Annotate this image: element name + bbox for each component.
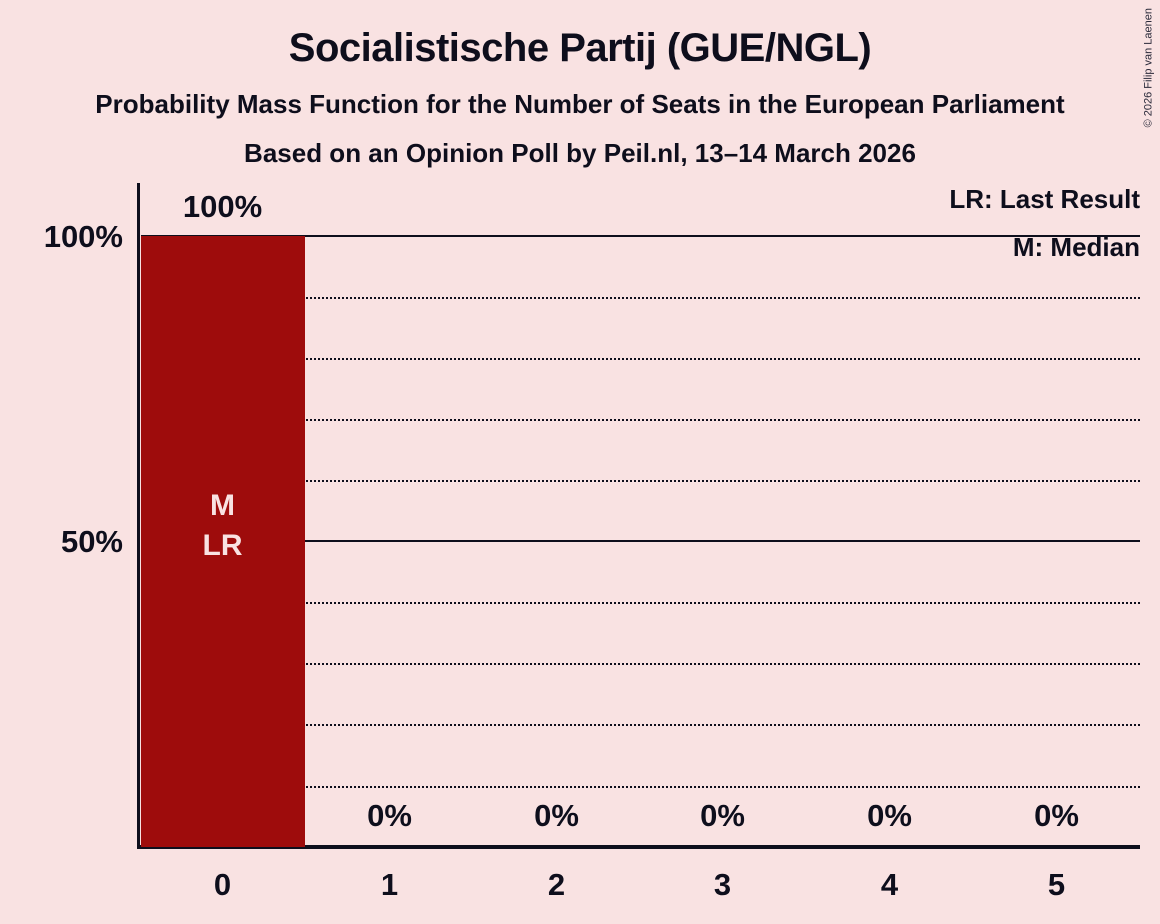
legend-median: M: Median: [1012, 232, 1140, 262]
median-marker: M: [210, 489, 235, 522]
x-tick-4: 4: [880, 867, 899, 902]
last-result-marker: LR: [202, 529, 243, 562]
x-tick-0: 0: [213, 867, 232, 902]
gridline-70pct: [141, 419, 1140, 421]
x-tick-1: 1: [380, 867, 399, 902]
legend-last-result: LR: Last Result: [949, 184, 1140, 214]
gridline-80pct: [141, 358, 1140, 360]
gridline-30pct: [141, 663, 1140, 665]
gridline-20pct: [141, 724, 1140, 726]
copyright-notice: © 2026 Filip van Laenen: [1142, 8, 1154, 128]
y-axis-label-50: 50%: [60, 524, 123, 559]
value-label-seat-3: 0%: [700, 798, 745, 833]
x-axis-line: [137, 845, 1140, 849]
bar-seat-0-markers: M LR: [139, 486, 306, 566]
value-label-seat-1: 0%: [367, 798, 412, 833]
x-tick-2: 2: [547, 867, 566, 902]
gridline-40pct: [141, 602, 1140, 604]
gridline-100pct: [141, 235, 1140, 237]
gridline-90pct: [141, 297, 1140, 299]
chart-subtitle: Probability Mass Function for the Number…: [95, 89, 1065, 119]
gridline-10pct: [141, 786, 1140, 788]
chart-title: Socialistische Partij (GUE/NGL): [288, 26, 872, 70]
gridline-50pct: [141, 540, 1140, 542]
x-tick-5: 5: [1047, 867, 1066, 902]
value-label-seat-2: 0%: [534, 798, 579, 833]
value-label-seat-5: 0%: [1034, 798, 1079, 833]
y-axis-label-100: 100%: [43, 219, 123, 254]
x-tick-3: 3: [713, 867, 732, 902]
chart-source-line: Based on an Opinion Poll by Peil.nl, 13–…: [244, 138, 916, 168]
gridline-60pct: [141, 480, 1140, 482]
value-label-seat-0: 100%: [182, 189, 263, 224]
bar-seat-0: [141, 236, 305, 847]
value-label-seat-4: 0%: [867, 798, 912, 833]
y-axis-line: [137, 183, 140, 849]
